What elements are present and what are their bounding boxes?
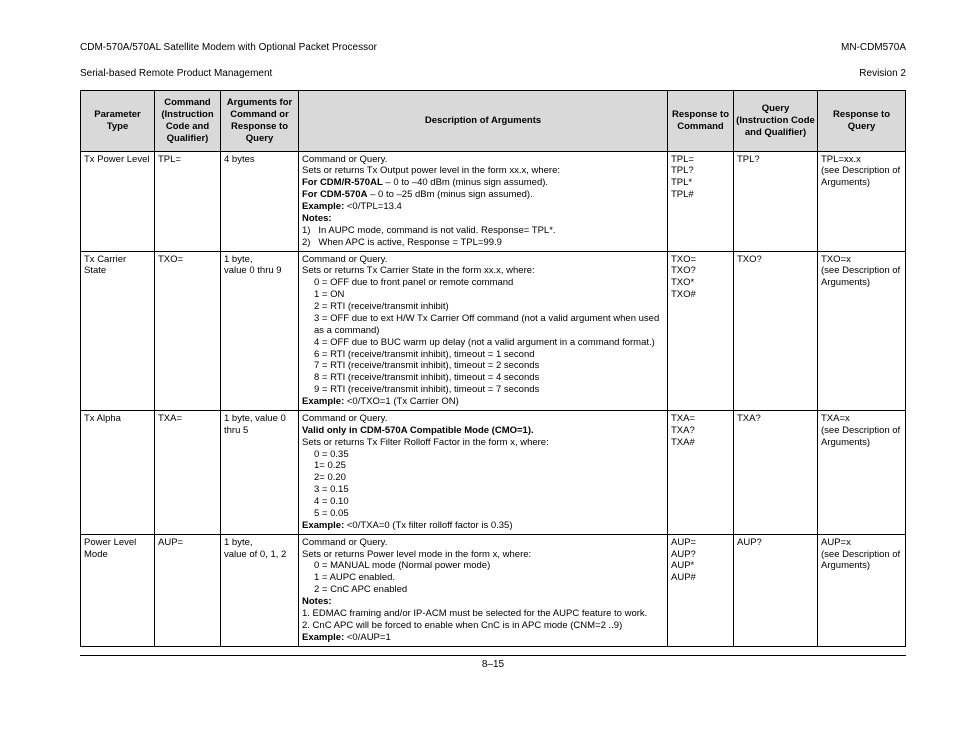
cell-arguments: 1 byte, value 0 thru 5 (221, 410, 299, 534)
col-response-command: Response to Command (668, 91, 734, 152)
table-body: Tx Power LevelTPL=4 bytesCommand or Quer… (81, 151, 906, 646)
header-left-line2: Serial-based Remote Product Management (80, 68, 272, 79)
cell-description: Command or Query.Valid only in CDM-570A … (299, 410, 668, 534)
cell-description: Command or Query.Sets or returns Tx Outp… (299, 151, 668, 251)
cell-query: TPL? (734, 151, 818, 251)
col-command: Command (Instruction Code and Qualifier) (155, 91, 221, 152)
cell-response-command: TXA= TXA? TXA# (668, 410, 734, 534)
table-row: Power Level ModeAUP=1 byte, value of 0, … (81, 534, 906, 646)
col-query: Query (Instruction Code and Qualifier) (734, 91, 818, 152)
cell-command: TXO= (155, 251, 221, 410)
table-row: Tx Power LevelTPL=4 bytesCommand or Quer… (81, 151, 906, 251)
col-parameter-type: Parameter Type (81, 91, 155, 152)
cell-arguments: 1 byte, value of 0, 1, 2 (221, 534, 299, 646)
table-row: Tx Carrier StateTXO=1 byte, value 0 thru… (81, 251, 906, 410)
cell-parameter-type: Tx Alpha (81, 410, 155, 534)
cell-query: TXO? (734, 251, 818, 410)
table-row: Tx AlphaTXA=1 byte, value 0 thru 5Comman… (81, 410, 906, 534)
cell-command: TXA= (155, 410, 221, 534)
cell-response-query: TXA=x (see Description of Arguments) (818, 410, 906, 534)
cell-response-query: TXO=x (see Description of Arguments) (818, 251, 906, 410)
header-left-line1: CDM-570A/570AL Satellite Modem with Opti… (80, 42, 377, 53)
header-right: MN-CDM570A Revision 2 (841, 28, 906, 80)
cell-response-query: TPL=xx.x (see Description of Arguments) (818, 151, 906, 251)
cell-description: Command or Query.Sets or returns Power l… (299, 534, 668, 646)
page-footer: 8–15 (80, 655, 906, 670)
cell-command: TPL= (155, 151, 221, 251)
col-description: Description of Arguments (299, 91, 668, 152)
cell-response-query: AUP=x (see Description of Arguments) (818, 534, 906, 646)
cell-description: Command or Query.Sets or returns Tx Carr… (299, 251, 668, 410)
spec-table: Parameter Type Command (Instruction Code… (80, 90, 906, 647)
header-right-line2: Revision 2 (859, 68, 906, 79)
cell-arguments: 1 byte, value 0 thru 9 (221, 251, 299, 410)
page: CDM-570A/570AL Satellite Modem with Opti… (0, 0, 954, 690)
cell-query: TXA? (734, 410, 818, 534)
cell-response-command: TPL= TPL? TPL* TPL# (668, 151, 734, 251)
header-row: Parameter Type Command (Instruction Code… (81, 91, 906, 152)
header-left: CDM-570A/570AL Satellite Modem with Opti… (80, 28, 377, 80)
table-head: Parameter Type Command (Instruction Code… (81, 91, 906, 152)
header-right-line1: MN-CDM570A (841, 42, 906, 53)
cell-response-command: TXO= TXO? TXO* TXO# (668, 251, 734, 410)
cell-parameter-type: Tx Power Level (81, 151, 155, 251)
cell-command: AUP= (155, 534, 221, 646)
cell-response-command: AUP= AUP? AUP* AUP# (668, 534, 734, 646)
col-response-query: Response to Query (818, 91, 906, 152)
page-header: CDM-570A/570AL Satellite Modem with Opti… (80, 28, 906, 80)
cell-parameter-type: Power Level Mode (81, 534, 155, 646)
cell-arguments: 4 bytes (221, 151, 299, 251)
cell-query: AUP? (734, 534, 818, 646)
col-arguments: Arguments for Command or Response to Que… (221, 91, 299, 152)
cell-parameter-type: Tx Carrier State (81, 251, 155, 410)
